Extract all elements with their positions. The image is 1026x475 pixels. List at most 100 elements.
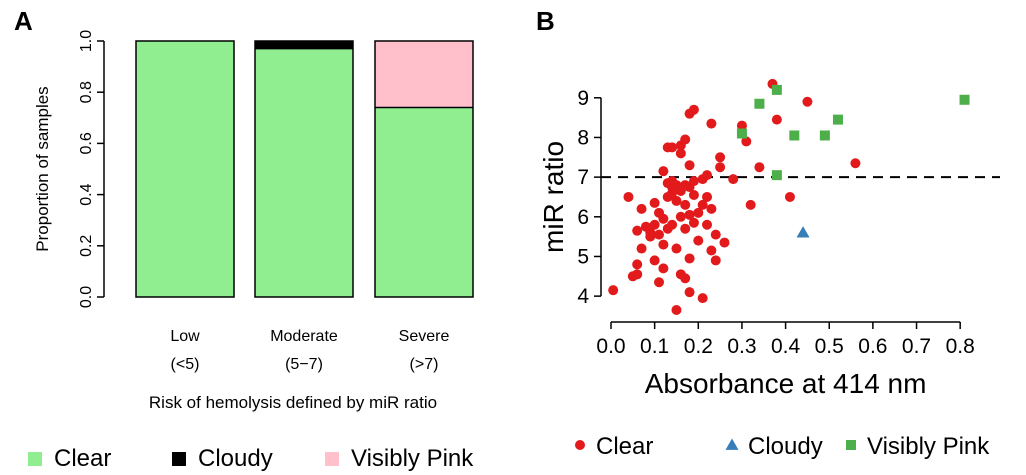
panel-b-point-clear	[654, 277, 665, 288]
panel-b-point-clear	[784, 191, 795, 202]
panel-b-point-clear	[693, 207, 704, 218]
panel-b-x-tick-label: 0.3	[727, 335, 756, 358]
panel-b-x-tick-label: 0.7	[902, 335, 931, 358]
panel-a-x-tick-label: Moderate	[270, 328, 338, 345]
panel-a-x-axis-label: Risk of hemolysis defined by miR ratio	[149, 393, 437, 412]
panel-b-y-tick-label: 9	[577, 87, 589, 110]
panel-b-point-clear	[688, 189, 699, 200]
panel-a-legend-swatch	[28, 452, 42, 466]
panel-b-point-clear	[684, 287, 695, 298]
panel-a-legend: Clear Cloudy Visibly Pink	[28, 445, 474, 472]
panel-b: B miR ratio 4 5 6 7 8 9 0.0 0.1 0.2 0.3 0.4 0.5 0.6 0…	[536, 6, 1000, 460]
panel-b-point-clear	[675, 148, 686, 159]
panel-b-point-clear	[658, 239, 669, 250]
panel-b-point-clear	[608, 285, 619, 296]
panel-a-bar-outline	[374, 40, 474, 298]
panel-b-point-clear	[741, 136, 752, 147]
panel-b-legend: Clear Cloudy Visibly Pink	[575, 433, 990, 460]
panel-b-point-clear	[697, 199, 708, 210]
panel-a-bar-outline	[254, 40, 354, 298]
panel-a-bar-segment-clear	[255, 48, 353, 298]
panel-b-point-clear	[697, 293, 708, 304]
panel-a-y-tick-label: 1.0	[78, 30, 95, 52]
panel-b-point-clear	[645, 231, 656, 242]
panel-b-point-clear	[667, 219, 678, 230]
panel-a-x-tick-labels: Low (<5) Moderate (5−7) Severe (>7)	[170, 328, 449, 373]
panel-a-y-tick-label: 0.2	[78, 235, 95, 257]
panel-b-legend-marker-square	[846, 440, 856, 450]
panel-b-x-tick-label: 0.6	[858, 335, 887, 358]
panel-a-bars	[135, 40, 474, 298]
panel-b-point-visibly-pink	[754, 98, 765, 109]
panel-b-y-tick-label: 4	[577, 285, 589, 308]
panel-a-y-axis-label: Proportion of samples	[33, 86, 52, 251]
panel-a-x-tick-sublabel: (>7)	[410, 356, 439, 373]
panel-b-point-clear	[654, 229, 665, 240]
panel-b-point-clear	[706, 245, 717, 256]
panel-a-letter: A	[14, 6, 33, 36]
panel-a: A Proportion of samples 0.0 0.2 0.4 0.6 0.8 1…	[14, 6, 474, 472]
panel-a-legend-label: Clear	[54, 445, 111, 472]
panel-a-ylabel-wrap: Proportion of samples	[33, 86, 52, 251]
panel-b-point-visibly-pink	[959, 94, 970, 105]
panel-b-point-clear	[658, 263, 669, 274]
panel-a-x-tick-label: Low	[170, 328, 200, 345]
panel-a-y-tick-label: 0.4	[78, 183, 95, 205]
panel-b-point-clear	[702, 170, 713, 181]
panel-b-point-clear	[667, 142, 678, 153]
panel-b-point-visibly-pink	[819, 130, 830, 141]
panel-b-x-tick-label: 0.1	[640, 335, 669, 358]
panel-b-point-clear	[680, 134, 691, 145]
panel-a-y-tick-label: 0.8	[78, 81, 95, 103]
panel-b-point-visibly-pink	[736, 128, 747, 139]
panel-b-point-visibly-pink	[771, 170, 782, 181]
panel-b-legend-marker-circle	[575, 440, 585, 450]
panel-b-point-clear	[688, 104, 699, 115]
panel-b-point-visibly-pink	[832, 114, 843, 125]
panel-b-point-clear	[675, 211, 686, 222]
panel-b-point-cloudy	[796, 226, 810, 238]
panel-a-x-tick-sublabel: (<5)	[171, 356, 200, 373]
panel-a-y-tick-label: 0.0	[78, 286, 95, 308]
panel-b-point-clear	[636, 203, 647, 214]
panel-a-legend-label: Cloudy	[198, 445, 273, 472]
panel-a-legend-swatch	[325, 452, 339, 466]
panel-b-y-tick-label: 7	[577, 166, 589, 189]
panel-b-point-clear	[684, 160, 695, 171]
panel-a-x-tick-label: Severe	[399, 328, 450, 345]
panel-b-point-clear	[693, 235, 704, 246]
panel-b-point-clear	[771, 114, 782, 125]
panel-b-point-clear	[715, 152, 726, 163]
panel-b-y-tick-label: 5	[577, 245, 589, 268]
panel-b-y-tick-label: 6	[577, 206, 589, 229]
panel-b-point-clear	[802, 96, 813, 107]
panel-b-point-clear	[658, 166, 669, 177]
panel-b-point-clear	[649, 255, 660, 266]
panel-b-point-clear	[702, 191, 713, 202]
panel-a-y-tick-label: 0.6	[78, 132, 95, 154]
panel-b-point-clear	[671, 195, 682, 206]
panel-b-point-clear	[710, 255, 721, 266]
panel-b-y-tick-label: 8	[577, 126, 589, 149]
panel-b-point-clear	[745, 199, 756, 210]
panel-b-point-clear	[680, 223, 691, 234]
panel-a-legend-label: Visibly Pink	[351, 445, 474, 472]
panel-b-point-clear	[667, 188, 678, 198]
panel-b-point-clear	[632, 225, 643, 236]
panel-b-x-tick-label: 0.4	[771, 335, 801, 358]
panel-b-point-clear	[850, 158, 861, 169]
panel-a-legend-swatch	[172, 452, 186, 466]
panel-b-point-clear	[702, 219, 713, 230]
panel-b-point-visibly-pink	[789, 130, 800, 141]
panel-b-legend-label: Visibly Pink	[867, 433, 990, 460]
panel-b-x-tick-label: 0.2	[684, 335, 713, 358]
panel-b-x-axis-label: Absorbance at 414 nm	[645, 368, 927, 399]
panel-b-legend-label: Cloudy	[748, 433, 823, 460]
panel-b-point-clear	[688, 176, 699, 187]
panel-b-x-tick-label: 0.8	[946, 335, 975, 358]
panel-b-point-clear	[671, 305, 682, 316]
panel-b-point-clear	[649, 197, 660, 208]
panel-b-point-clear	[728, 174, 739, 185]
panel-b-x-tick-label: 0.5	[815, 335, 844, 358]
